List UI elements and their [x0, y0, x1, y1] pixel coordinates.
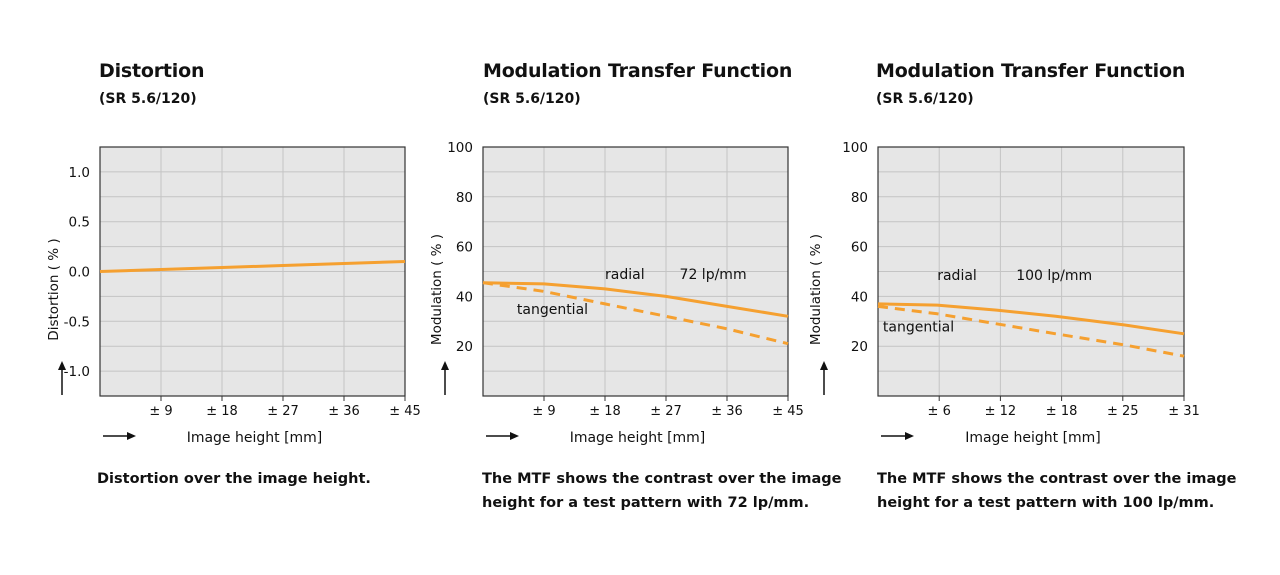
chart-1-x-arrow-head [127, 432, 136, 440]
chart-2-y-tick-label: 100 [447, 140, 473, 156]
chart-1-y-tick-label: -0.5 [64, 314, 90, 330]
chart-1-x-tick-label: ± 36 [328, 404, 360, 419]
chart-1-series-distortion [99, 260, 406, 273]
chart-3-y-tick-label: 40 [851, 289, 868, 305]
chart-3-annotation: 100 lp/mm [1016, 268, 1092, 284]
chart-3-frame [877, 146, 1185, 397]
chart-1-y-axis-label: Distortion ( % ) [46, 238, 62, 340]
chart-1-y-tick-label: -1.0 [64, 364, 90, 380]
chart-3-x-arrow-head [905, 432, 914, 440]
panel-2-subtitle: (SR 5.6/120) [483, 91, 581, 107]
chart-2-y-tick-label: 80 [456, 190, 473, 206]
chart-3-y-tick-label: 60 [851, 240, 868, 256]
panel-2-caption: The MTF shows the contrast over the imag… [482, 471, 842, 511]
chart-3-annotation: radial [937, 268, 977, 284]
chart-1-y-tick-label: 1.0 [69, 165, 90, 181]
chart-3-x-tick-label: ± 6 [928, 404, 951, 419]
chart-2-x-tick-label: ± 45 [772, 404, 804, 419]
panel-1-subtitle: (SR 5.6/120) [99, 91, 197, 107]
chart-3-series-radial [877, 302, 1185, 336]
chart-2-y-arrow-head [441, 361, 449, 370]
panel-3-caption: The MTF shows the contrast over the imag… [877, 471, 1237, 511]
chart-2-series-radial [482, 281, 789, 318]
chart-2-annotation: tangential [517, 302, 588, 318]
chart-2-x-tick-label: ± 18 [589, 404, 621, 419]
chart-2-x-tick-label: ± 27 [650, 404, 682, 419]
chart-2-x-tick-label: ± 9 [532, 404, 555, 419]
chart-3-y-arrow-head [820, 361, 828, 370]
chart-2-y-axis-label: Modulation ( % ) [429, 234, 445, 345]
chart-3-x-tick-label: ± 12 [985, 404, 1017, 419]
chart-1-y-arrow-head [58, 361, 66, 370]
chart-2-y-tick-label: 20 [456, 339, 473, 355]
panel-3-subtitle: (SR 5.6/120) [876, 91, 974, 107]
chart-3-x-axis-label: Image height [mm] [965, 430, 1101, 446]
chart-3-annotation: tangential [883, 319, 954, 335]
chart-2-y-tick-label: 40 [456, 289, 473, 305]
panel-2-title: Modulation Transfer Function [483, 60, 793, 82]
chart-1-x-axis-label: Image height [mm] [187, 430, 323, 446]
chart-1-x-tick-label: ± 45 [389, 404, 421, 419]
chart-2-series-tangential [482, 281, 789, 346]
chart-2-annotation: radial [605, 267, 645, 283]
chart-2-x-arrow-head [510, 432, 519, 440]
chart-1-x-tick-label: ± 9 [149, 404, 172, 419]
chart-2-frame [482, 146, 789, 397]
chart-1-x-tick-label: ± 18 [206, 404, 238, 419]
chart-3-y-tick-label: 20 [851, 339, 868, 355]
chart-1-y-tick-label: 0.0 [69, 265, 90, 281]
chart-3-x-tick-label: ± 18 [1046, 404, 1078, 419]
chart-3-x-tick-label: ± 25 [1107, 404, 1139, 419]
chart-2-y-tick-label: 60 [456, 240, 473, 256]
chart-2-annotation: 72 lp/mm [680, 267, 747, 283]
panel-1-caption: Distortion over the image height. [97, 471, 371, 487]
chart-3-y-axis-label: Modulation ( % ) [808, 234, 824, 345]
chart-2-x-tick-label: ± 36 [711, 404, 743, 419]
chart-3-y-tick-label: 80 [851, 190, 868, 206]
chart-3-series-tangential [877, 304, 1185, 358]
panel-1-title: Distortion [99, 60, 205, 82]
chart-3-x-tick-label: ± 31 [1168, 404, 1200, 419]
chart-1-y-tick-label: 0.5 [69, 215, 90, 231]
chart-1-x-tick-label: ± 27 [267, 404, 299, 419]
chart-3-y-tick-label: 100 [842, 140, 868, 156]
panel-3-title: Modulation Transfer Function [876, 60, 1186, 82]
chart-2-x-axis-label: Image height [mm] [570, 430, 706, 446]
